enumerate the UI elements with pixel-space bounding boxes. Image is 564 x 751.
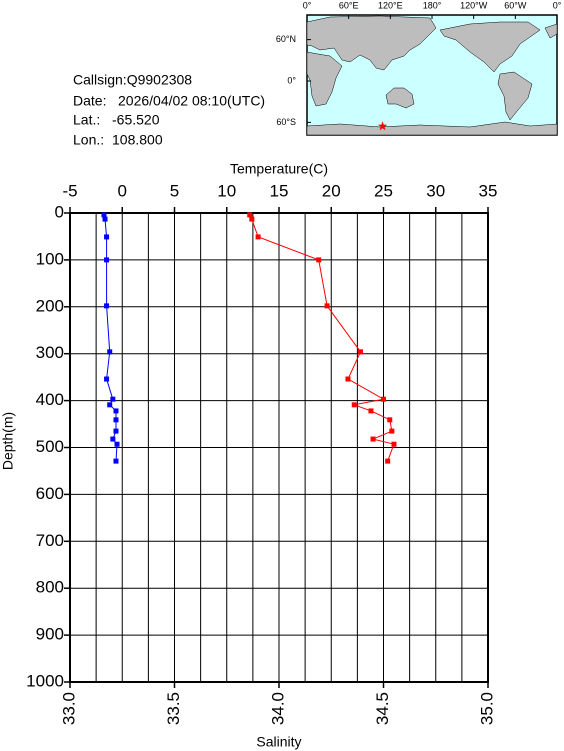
y-tick-label: 900 (36, 625, 64, 644)
y-tick-label: 1000 (26, 671, 64, 690)
profile-point (113, 408, 119, 414)
date: 2026/04/02 08:10(UTC) (118, 93, 265, 109)
map-lat-label: 0° (287, 75, 296, 85)
x-tick-label: 10 (217, 181, 236, 200)
x-tick-label: 35 (479, 181, 498, 200)
profile-point (104, 257, 110, 263)
map-lon-label: 120°E (378, 0, 403, 10)
y-tick-label: 600 (36, 484, 64, 503)
y-tick-label: 400 (36, 390, 64, 409)
australia (385, 87, 415, 109)
lon: 108.800 (112, 132, 163, 148)
profile-point (113, 417, 119, 423)
map-lon-label: 180° (423, 0, 442, 10)
profile-point (114, 441, 120, 447)
y-tick-label: 800 (36, 578, 64, 597)
y-tick-label: 200 (36, 296, 64, 315)
x-tick-label: 5 (170, 181, 179, 200)
callsign: Callsign:Q9902308 (73, 72, 192, 88)
profile-point (113, 458, 119, 464)
x-tick-label: 25 (374, 181, 393, 200)
y-tick-label: 0 (55, 202, 64, 221)
profile-point (249, 216, 255, 222)
map-lon-label: 120°W (460, 0, 488, 10)
map-lon-label: 60°W (504, 0, 527, 10)
profile-point (107, 402, 113, 408)
map: 0° 60°E 120°E 180° 120°W 60°W 0° 60°N 0° 60°S (276, 0, 562, 136)
profile-point (101, 212, 107, 218)
map-lat-label: 60°N (276, 34, 296, 44)
y-tick-label: 700 (36, 531, 64, 550)
profile-point (381, 396, 386, 402)
profile-point (351, 402, 357, 408)
y-axis-title: Depth(m) (0, 412, 16, 470)
x2-tick-label: 34.0 (268, 692, 287, 725)
north-america (439, 21, 541, 73)
profile-point (345, 376, 351, 382)
profile-point (370, 436, 376, 442)
greenland (544, 23, 558, 39)
x-tick-label: 15 (270, 181, 289, 200)
profile-point (247, 212, 253, 218)
africa (306, 51, 343, 107)
antarctica (306, 121, 558, 136)
profile-point (104, 376, 110, 382)
profile-point (113, 428, 119, 434)
x-tick-label: 0 (118, 181, 127, 200)
lon-label: Lon.: (73, 132, 104, 148)
y-tick-label: 500 (36, 437, 64, 456)
profile-line (103, 214, 118, 462)
profile-point (107, 349, 113, 355)
x-tick-label: 20 (322, 181, 341, 200)
continents (306, 15, 558, 136)
profile-point (391, 441, 397, 447)
x2-axis-title: Salinity (256, 734, 301, 750)
map-lat-label: 60°S (276, 117, 296, 127)
map-lon-label: 60°E (339, 0, 359, 10)
profile-point (324, 303, 330, 309)
profile-point (387, 417, 393, 423)
profile-point (385, 458, 391, 464)
profile-point (110, 436, 116, 442)
station-marker (377, 121, 388, 131)
x2-tick-label: 34.5 (373, 692, 392, 725)
profile-point (316, 257, 322, 263)
y-tick-label: 300 (36, 343, 64, 362)
x-tick-label: -5 (62, 181, 77, 200)
eurasia (306, 15, 437, 71)
profile-point (110, 396, 116, 402)
x2-tick-label: 33.5 (164, 692, 183, 725)
profile-line (249, 214, 395, 462)
x2-tick-label: 33.0 (59, 692, 78, 725)
south-america (497, 71, 533, 121)
lat: -65.520 (112, 112, 160, 128)
profile-point (368, 408, 374, 414)
x-axis-title: Temperature(C) (230, 161, 328, 177)
profile-point (389, 428, 395, 434)
profile-point (358, 349, 364, 355)
info: Callsign:Q9902308 Date: 2026/04/02 08:10… (73, 72, 265, 148)
profile-point (104, 234, 110, 240)
x2-tick-label: 35.0 (477, 692, 496, 725)
map-lon-label: 0° (553, 0, 562, 10)
profile-point (255, 234, 261, 240)
date-label: Date: (73, 93, 106, 109)
x-tick-label: 30 (426, 181, 445, 200)
map-lon-label: 0° (303, 0, 312, 10)
profile-point (104, 303, 110, 309)
y-tick-label: 100 (36, 249, 64, 268)
lat-label: Lat.: (73, 112, 100, 128)
profile-point (102, 216, 108, 222)
